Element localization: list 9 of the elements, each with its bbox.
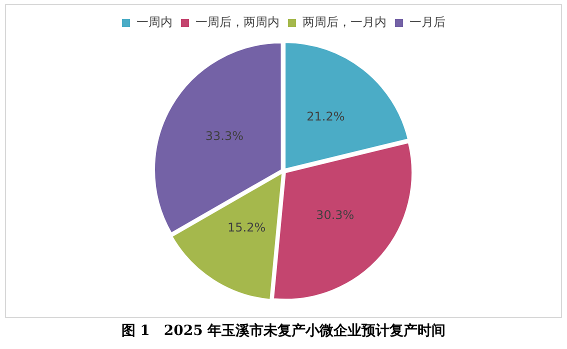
text: 图 1 2025 年玉溪市未复产小微企业预计复产时间 [120, 322, 447, 340]
legend-label: 两周后，一月内 [302, 15, 386, 30]
data-label: 33.3% [205, 128, 244, 143]
legend-label: 一周后，两周内 [196, 15, 280, 30]
legend-label: 一月后 [410, 15, 446, 30]
data-label: 30.3% [316, 208, 354, 222]
data-label: 21.2% [306, 109, 345, 124]
data-label: 15.2% [228, 220, 266, 235]
legend-label: 一周内 [136, 15, 172, 30]
